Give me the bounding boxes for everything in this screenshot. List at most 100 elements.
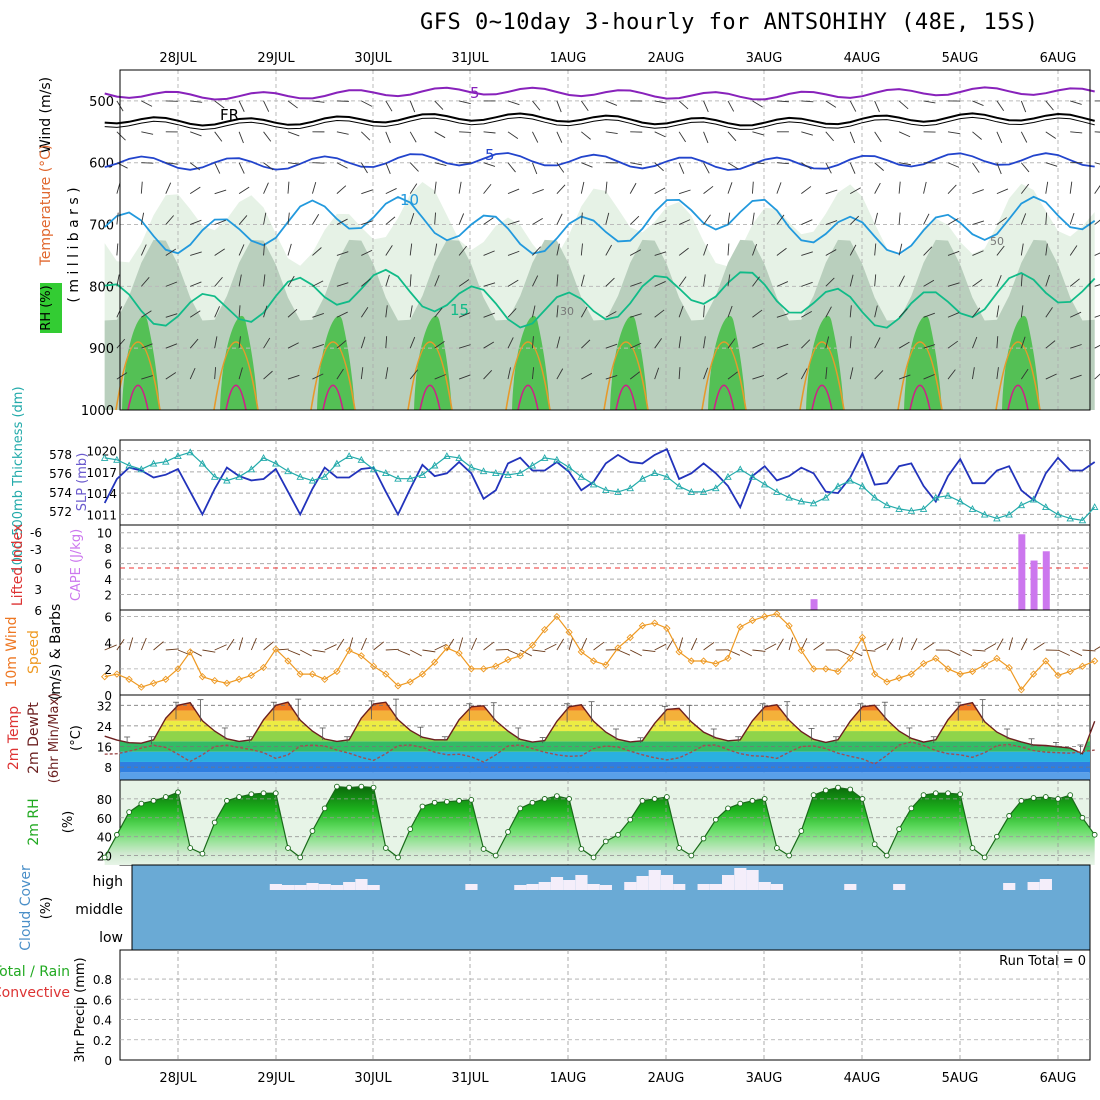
- wind-barb: [947, 282, 960, 287]
- cloud-level-label: high: [92, 874, 123, 890]
- axis-label-speed: Speed: [26, 630, 42, 674]
- wind-speed-point: [394, 682, 402, 690]
- rh-point: [774, 845, 780, 851]
- wind-barb: [1070, 374, 1082, 380]
- date-tick-label: 6AUG: [1040, 1071, 1077, 1086]
- date-tick-label: 28JUL: [159, 51, 197, 66]
- rh-plume: [904, 315, 942, 410]
- temperature-line: [104, 701, 1096, 755]
- date-tick-label: 30JUL: [354, 1071, 392, 1086]
- rh-point: [224, 797, 230, 804]
- wind-barb: [214, 306, 220, 318]
- wind-barb: [898, 181, 901, 194]
- wind-barb: [678, 219, 691, 225]
- wind-barb: [898, 341, 910, 349]
- isotherm-25-contour: [419, 384, 441, 411]
- wind-barb: [776, 313, 789, 318]
- wind-speed-point: [858, 633, 867, 642]
- wind-barb: [312, 649, 326, 653]
- wind-barb: [116, 243, 119, 256]
- wind-barb: [434, 131, 446, 139]
- wind-barb: [801, 339, 811, 349]
- wind-barb: [703, 162, 710, 174]
- wind-speed-point: [1005, 663, 1013, 672]
- wind-barb: [434, 643, 447, 651]
- wind-speed-point: [211, 676, 219, 685]
- wind-barb: [238, 162, 245, 174]
- wind-barb: [238, 274, 242, 287]
- thickness-point: [272, 459, 280, 467]
- thickness-point: [809, 499, 818, 507]
- wind-barb: [214, 100, 225, 109]
- wind-barb: [360, 637, 367, 651]
- wind-barb: [214, 367, 217, 380]
- wind-tick-label: 0: [104, 689, 112, 703]
- wind-speed-point: [809, 665, 818, 673]
- isotherm-25-contour: [225, 384, 247, 411]
- wind-barb: [238, 336, 241, 349]
- wind-barb: [459, 131, 472, 133]
- wind-barb: [360, 162, 368, 174]
- thickness-point: [443, 452, 451, 460]
- wind-barb: [776, 281, 789, 287]
- thickness-point: [186, 448, 194, 456]
- wind-barb: [727, 371, 738, 380]
- wind-barb: [1094, 219, 1100, 225]
- wind-barb: [336, 131, 349, 135]
- wind-barb: [190, 281, 202, 287]
- temperature-tick-label: 32: [97, 699, 112, 713]
- axis-label-cloud-pct: (%): [39, 897, 54, 920]
- wind-speed-point: [162, 675, 170, 683]
- isotherm-line: [104, 195, 1096, 255]
- wind-barb: [214, 219, 226, 225]
- lifted-index-tick-label: 6: [34, 604, 42, 618]
- wind-barb: [776, 214, 785, 225]
- wind-barb: [947, 369, 956, 380]
- precip-tick-label: 0.4: [93, 1014, 112, 1028]
- wind-speed-point: [822, 665, 830, 673]
- wind-barb: [336, 340, 347, 349]
- wind-barb: [874, 100, 880, 113]
- wind-speed-point: [149, 679, 158, 687]
- date-tick-label: 3AUG: [746, 51, 783, 66]
- rh-point: [346, 784, 352, 791]
- wind-barb: [409, 336, 416, 349]
- wind-barb: [483, 131, 496, 134]
- wind-barb: [678, 276, 687, 287]
- rh-tick-label: 60: [97, 812, 112, 826]
- wind-barb: [972, 649, 986, 652]
- wind-barb: [360, 306, 369, 318]
- wind-barb: [1057, 649, 1070, 656]
- rh-point: [651, 796, 658, 802]
- wind-barb: [703, 641, 715, 651]
- wind-barb: [1045, 162, 1058, 167]
- cloud-high-bar: [709, 884, 722, 890]
- wind-barb: [1082, 649, 1096, 652]
- cloud-high-bar: [575, 875, 588, 890]
- wind-barb: [434, 275, 440, 287]
- rh-point: [945, 790, 951, 797]
- wind-barb: [825, 162, 832, 174]
- wind-barb: [556, 305, 559, 318]
- wind-barb: [410, 649, 422, 657]
- cloud-level-label: low: [99, 930, 123, 946]
- rh-point: [615, 831, 621, 838]
- wind-barb: [312, 181, 317, 194]
- wind-barb: [532, 246, 541, 256]
- thickness-point: [883, 501, 891, 509]
- wind-barb: [556, 213, 563, 225]
- precip-tick-label: 0: [104, 1054, 112, 1068]
- wind-barb: [984, 643, 997, 651]
- date-tick-label: 5AUG: [942, 51, 979, 66]
- temperature-band: [120, 772, 1090, 780]
- thickness-point: [748, 472, 757, 480]
- date-tick-label: 5AUG: [942, 1071, 979, 1086]
- wind-speed-point: [296, 670, 304, 678]
- wind-barb: [556, 336, 561, 349]
- wind-barb: [434, 307, 443, 318]
- rh-point: [248, 791, 255, 798]
- wind-barb: [287, 162, 300, 165]
- wind-barb: [507, 279, 519, 287]
- wind-barb: [385, 162, 391, 175]
